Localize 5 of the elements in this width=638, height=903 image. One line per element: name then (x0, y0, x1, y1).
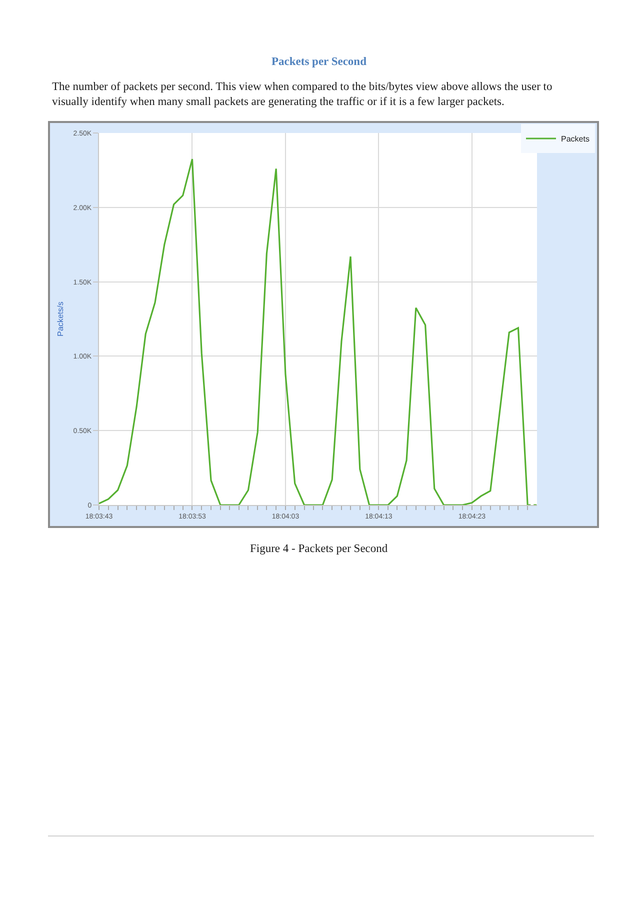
y-axis-title: Packets/s (56, 302, 66, 336)
legend-label: Packets (561, 134, 590, 144)
chart-subtitle: The number of packets per second. This view when compared to the bits/bytes view above allows the user to visually identify when many small packets are generating the traffic or if it is a few larger packets. (52, 81, 552, 108)
chart-title: Packets per Second (272, 56, 368, 68)
caption: Figure 4 - Packets per Second (250, 543, 388, 555)
